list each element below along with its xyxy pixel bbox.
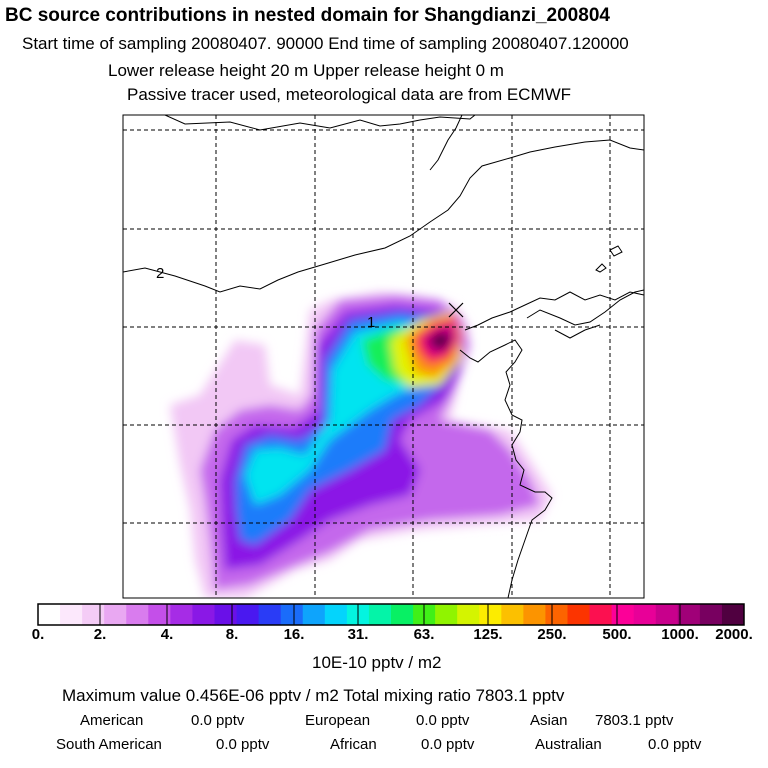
concentration-field <box>170 292 552 598</box>
stat-south-american-value: 0.0 pptv <box>216 736 270 753</box>
colorbar-tick-label: 250. <box>537 626 567 643</box>
colorbar-tick-label: 2000. <box>715 626 753 643</box>
stat-african-label: African <box>330 736 377 753</box>
map-label-2: 2 <box>156 265 164 282</box>
receptor-site-marker <box>448 302 464 318</box>
maximum-value-line: Maximum value 0.456E-06 pptv / m2 Total … <box>62 686 565 705</box>
stat-asian-label: Asian <box>530 712 568 729</box>
map-label-1: 1 <box>367 314 375 331</box>
sampling-time-line: Start time of sampling 20080407. 90000 E… <box>22 34 629 53</box>
stat-american-value: 0.0 pptv <box>191 712 245 729</box>
map-frame <box>122 114 645 599</box>
stat-american-label: American <box>80 712 144 729</box>
tracer-note-line: Passive tracer used, meteorological data… <box>127 85 572 104</box>
field-peak <box>428 332 450 350</box>
stat-european-label: European <box>305 712 371 729</box>
coastlines <box>123 115 644 598</box>
colorbar-tick-label: 31. <box>347 626 369 643</box>
stat-australian-value: 0.0 pptv <box>648 736 702 753</box>
stat-asian-value: 7803.1 pptv <box>595 712 674 729</box>
stat-australian-label: Australian <box>535 736 602 753</box>
source-contribution-map: 2 1 <box>122 114 645 599</box>
stat-south-american-label: South American <box>56 736 162 753</box>
colorbar-tick-label: 8. <box>225 626 239 643</box>
colorbar-tick-label: 16. <box>283 626 305 643</box>
colorbar-tick-label: 0. <box>31 626 45 643</box>
colorbar-units: 10E-10 pptv / m2 <box>312 653 442 672</box>
colorbar-tick-label: 500. <box>602 626 632 643</box>
colorbar-tick-label: 63. <box>413 626 435 643</box>
plot-title: BC source contributions in nested domain… <box>5 5 610 26</box>
grid-lines <box>123 115 644 598</box>
release-height-line: Lower release height 20 m Upper release … <box>108 61 504 80</box>
colorbar-tick-label: 1000. <box>661 626 699 643</box>
stat-african-value: 0.0 pptv <box>421 736 475 753</box>
colorbar-tick-label: 125. <box>473 626 503 643</box>
stat-european-value: 0.0 pptv <box>416 712 470 729</box>
colorbar-tick-label: 4. <box>160 626 174 643</box>
colorbar-tick-label: 2. <box>93 626 107 643</box>
